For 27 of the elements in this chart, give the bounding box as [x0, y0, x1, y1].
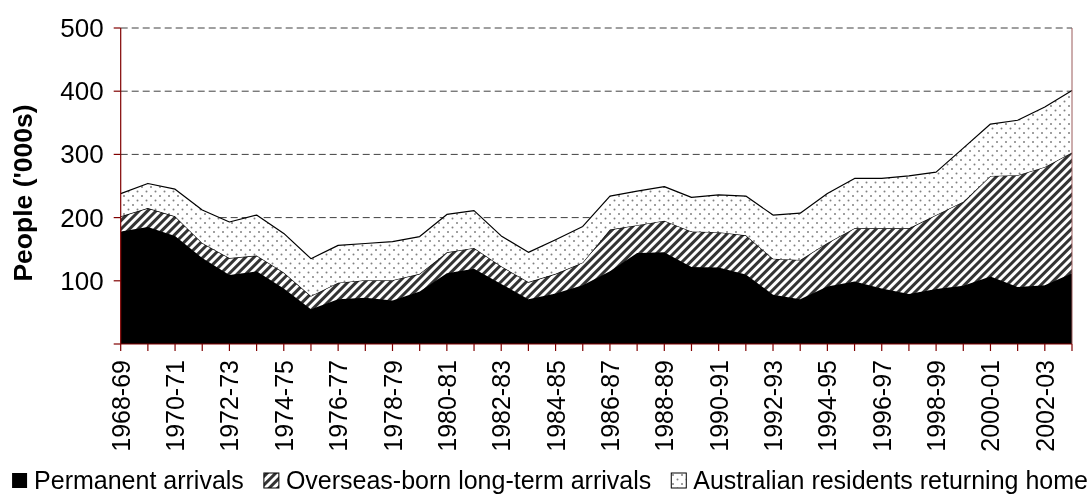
legend-label: Overseas-born long-term arrivals: [285, 466, 652, 494]
x-tick-label: 1990-91: [704, 360, 733, 452]
y-axis-title: People ('000s): [8, 104, 38, 282]
x-tick-label: 2000-01: [976, 360, 1005, 452]
y-tick-label: 100: [60, 265, 104, 296]
x-tick-label: 1994-95: [813, 360, 842, 452]
x-tick-label: 2002-03: [1030, 360, 1059, 452]
x-tick-label: 1976-77: [324, 360, 353, 452]
x-tick-label: 1998-99: [922, 360, 951, 452]
x-tick-label: 1980-81: [432, 360, 461, 452]
y-tick-label: 500: [60, 13, 104, 43]
y-tick-label: 300: [60, 139, 104, 170]
x-tick-label: 1972-73: [215, 360, 244, 452]
x-tick-label: 1992-93: [759, 360, 788, 452]
x-tick-label: 1982-83: [487, 360, 516, 452]
x-tick-label: 1988-89: [650, 360, 679, 452]
legend-label: Australian residents returning home: [693, 466, 1088, 494]
x-tick-label: 1970-71: [161, 360, 190, 452]
x-tick-label: 1968-69: [106, 360, 135, 452]
x-tick-label: 1978-79: [378, 360, 407, 452]
y-tick-label: 200: [60, 202, 104, 233]
x-tick-label: 1974-75: [269, 360, 298, 452]
x-tick-label: 1984-85: [541, 360, 570, 452]
x-tick-label: 1986-87: [595, 360, 624, 452]
y-tick-label: 400: [60, 76, 104, 107]
x-tick-label: 1996-97: [867, 360, 896, 452]
legend-label: Permanent arrivals: [34, 466, 244, 494]
